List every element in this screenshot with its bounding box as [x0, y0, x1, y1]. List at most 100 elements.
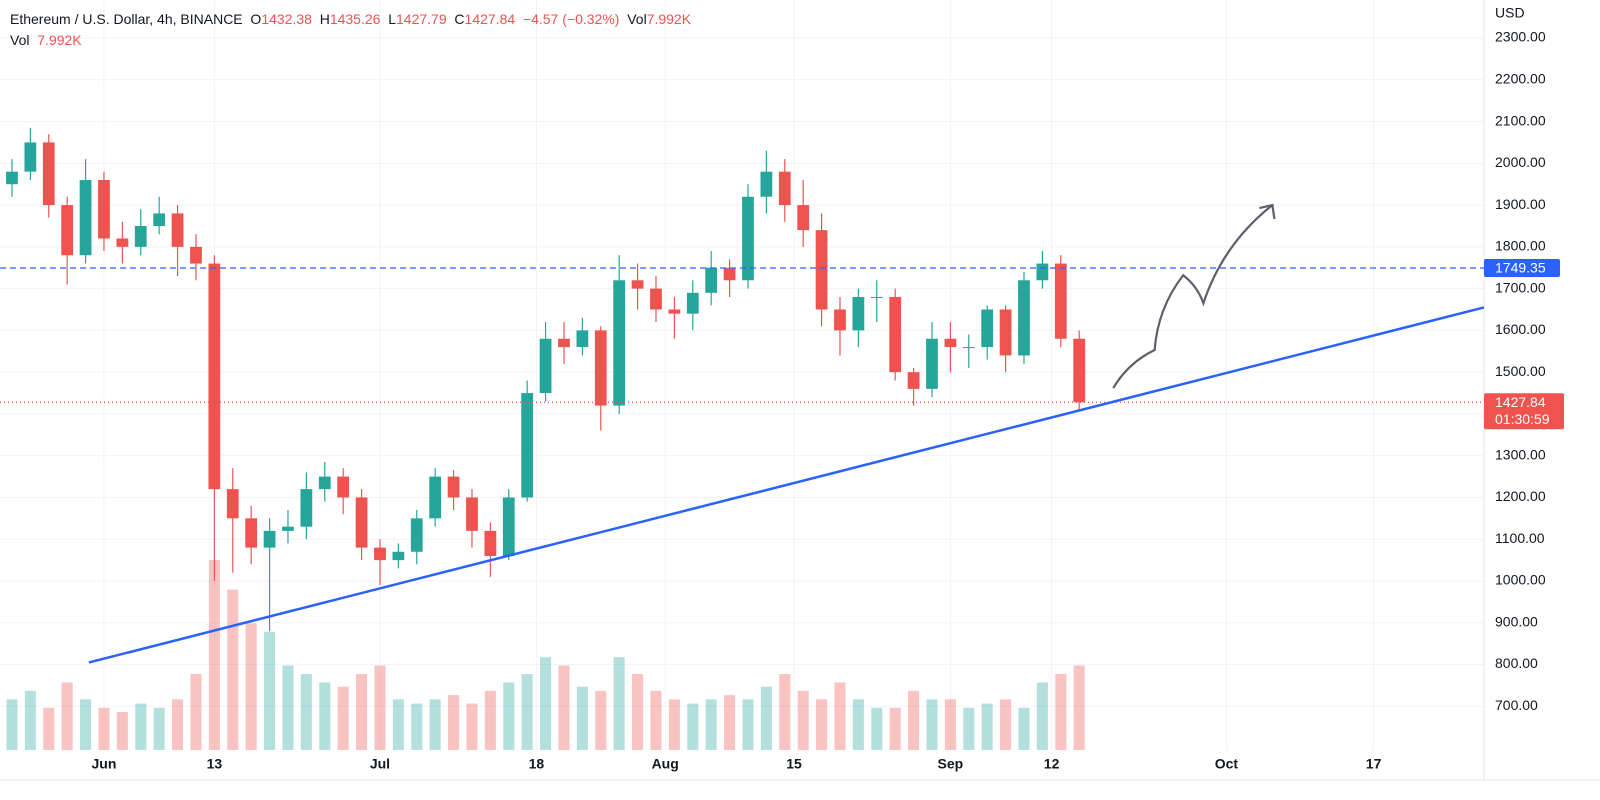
- x-tick-label: 18: [529, 756, 545, 772]
- y-tick-label: 700.00: [1495, 697, 1538, 713]
- value: 1432.38: [261, 11, 312, 27]
- y-tick-label: 1500.00: [1495, 363, 1546, 379]
- volume-bar: [374, 665, 386, 750]
- volume-bar: [650, 690, 662, 750]
- candle-body: [889, 296, 902, 373]
- candle-body: [1036, 263, 1049, 281]
- x-tick-label: Jul: [370, 756, 390, 772]
- candle-body: [447, 476, 460, 498]
- y-axis-label: USD: [1495, 5, 1525, 21]
- candle-body: [650, 288, 662, 310]
- volume-bar: [889, 707, 901, 750]
- candle-body: [134, 225, 147, 247]
- volume-bar: [484, 690, 496, 750]
- volume-bar: [300, 674, 312, 750]
- volume-bar: [337, 686, 349, 750]
- candle-body: [723, 267, 736, 281]
- y-tick-label: 800.00: [1495, 655, 1538, 671]
- candle-body: [6, 171, 18, 185]
- volume-bar: [595, 690, 607, 750]
- y-tick-label: 2200.00: [1495, 70, 1546, 86]
- volume-bar: [632, 674, 644, 750]
- label: Vol: [10, 32, 30, 48]
- x-tick-label: 13: [207, 756, 223, 772]
- volume-bar: [208, 560, 220, 750]
- label: O: [250, 11, 262, 27]
- candle-body: [944, 338, 957, 348]
- candle-body: [962, 347, 975, 349]
- volume-bar: [705, 699, 717, 750]
- value: 1427.79: [396, 11, 447, 27]
- volume-bar: [392, 699, 404, 750]
- candle-body: [337, 476, 350, 498]
- volume-bar: [963, 707, 975, 750]
- volume-bar: [172, 699, 184, 750]
- candle-body: [61, 205, 74, 256]
- candle-body: [171, 213, 184, 247]
- volume-bar: [503, 682, 515, 750]
- volume-bar: [1018, 707, 1030, 750]
- volume-bar: [521, 674, 533, 750]
- volume-bar: [466, 703, 478, 750]
- candle-body: [999, 309, 1012, 356]
- volume-bar: [724, 695, 736, 750]
- candle-body: [613, 280, 626, 406]
- y-tick-label: 1300.00: [1495, 446, 1546, 462]
- candle-body: [410, 518, 423, 552]
- volume-legend: Vol 7.992K: [10, 32, 82, 48]
- y-tick-label: 2000.00: [1495, 154, 1546, 170]
- x-tick-label: 15: [786, 756, 802, 772]
- candle-body: [686, 292, 699, 314]
- candle-body: [355, 497, 368, 548]
- value: 1435.26: [329, 11, 381, 27]
- volume-bar: [282, 665, 294, 750]
- volume-bar: [43, 707, 55, 750]
- volume-bar: [190, 674, 202, 750]
- volume-bar: [871, 707, 883, 750]
- y-tick-label: 1800.00: [1495, 238, 1546, 254]
- volume-bar: [1036, 682, 1048, 750]
- y-tick-label: 900.00: [1495, 613, 1538, 629]
- x-tick-label: Sep: [938, 756, 964, 772]
- candle-body: [282, 526, 294, 531]
- volume-bar: [116, 712, 128, 750]
- volume-bar: [6, 699, 18, 750]
- candle-body: [1018, 280, 1030, 356]
- candle-body: [834, 309, 846, 331]
- candle-body: [797, 205, 810, 231]
- last-price-tag: [1484, 393, 1564, 430]
- volume-bar: [816, 699, 828, 750]
- level-tag: [1484, 259, 1560, 278]
- volume-bar: [245, 623, 257, 750]
- candle-body: [1054, 263, 1067, 339]
- y-tick-label: 2100.00: [1495, 112, 1546, 128]
- volume-bar: [540, 657, 552, 750]
- candle-body: [392, 551, 405, 561]
- countdown-label: 01:30:59: [1495, 411, 1550, 427]
- x-tick-label: 12: [1044, 756, 1060, 772]
- volume-bar: [448, 695, 460, 750]
- volume-bar: [852, 699, 864, 750]
- label: H: [319, 11, 330, 27]
- candle-body: [558, 338, 570, 348]
- candle-body: [539, 338, 552, 394]
- y-tick-label: 1100.00: [1495, 530, 1545, 546]
- value: 1427.84: [464, 11, 516, 27]
- volume-bar: [760, 686, 772, 750]
- y-tick-label: 1700.00: [1495, 279, 1546, 295]
- candle-body: [815, 230, 828, 310]
- candle-body: [705, 267, 718, 293]
- volume-bar: [1073, 665, 1085, 750]
- y-tick-label: 2300.00: [1495, 29, 1546, 45]
- change: −4.57 (−0.32%): [522, 11, 620, 27]
- candle-body: [318, 476, 331, 490]
- symbol: Ethereum / U.S. Dollar, 4h, BINANCE: [10, 11, 243, 27]
- candle-body: [245, 518, 258, 548]
- volume-bar: [429, 699, 441, 750]
- candle-body: [926, 338, 938, 389]
- candle-body: [502, 497, 515, 556]
- label: Vol: [627, 11, 647, 27]
- candle-body: [208, 263, 221, 490]
